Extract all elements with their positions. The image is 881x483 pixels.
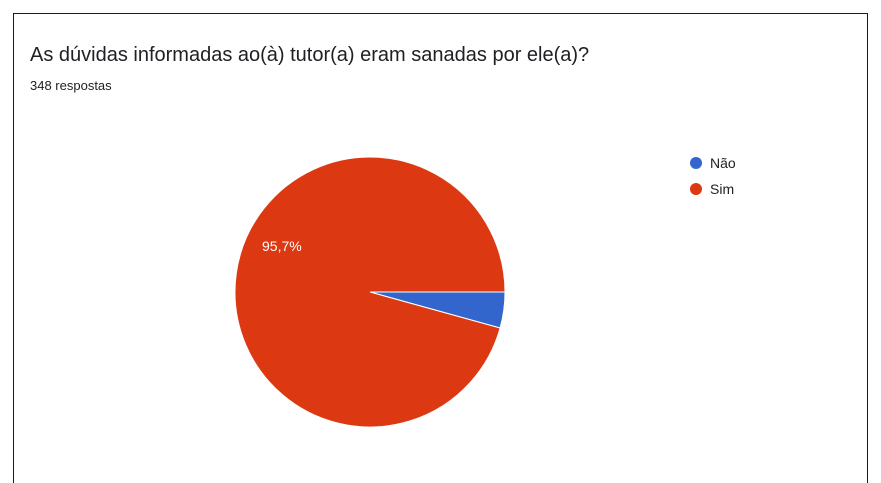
response-count: 348 respostas bbox=[30, 78, 112, 93]
pie-chart: 95,7% bbox=[234, 156, 506, 428]
legend-label: Não bbox=[710, 155, 736, 171]
legend-item-nao[interactable]: Não bbox=[690, 150, 736, 176]
legend-label: Sim bbox=[710, 181, 735, 197]
legend-swatch-icon bbox=[690, 157, 702, 169]
chart-title: As dúvidas informadas ao(à) tutor(a) era… bbox=[30, 44, 590, 66]
chart-legend: Não Sim bbox=[690, 150, 736, 202]
pie-slice-sim[interactable] bbox=[234, 156, 506, 428]
legend-item-sim[interactable]: Sim bbox=[690, 176, 736, 202]
legend-swatch-icon bbox=[690, 183, 702, 195]
slice-data-label: 95,7% bbox=[262, 238, 302, 254]
